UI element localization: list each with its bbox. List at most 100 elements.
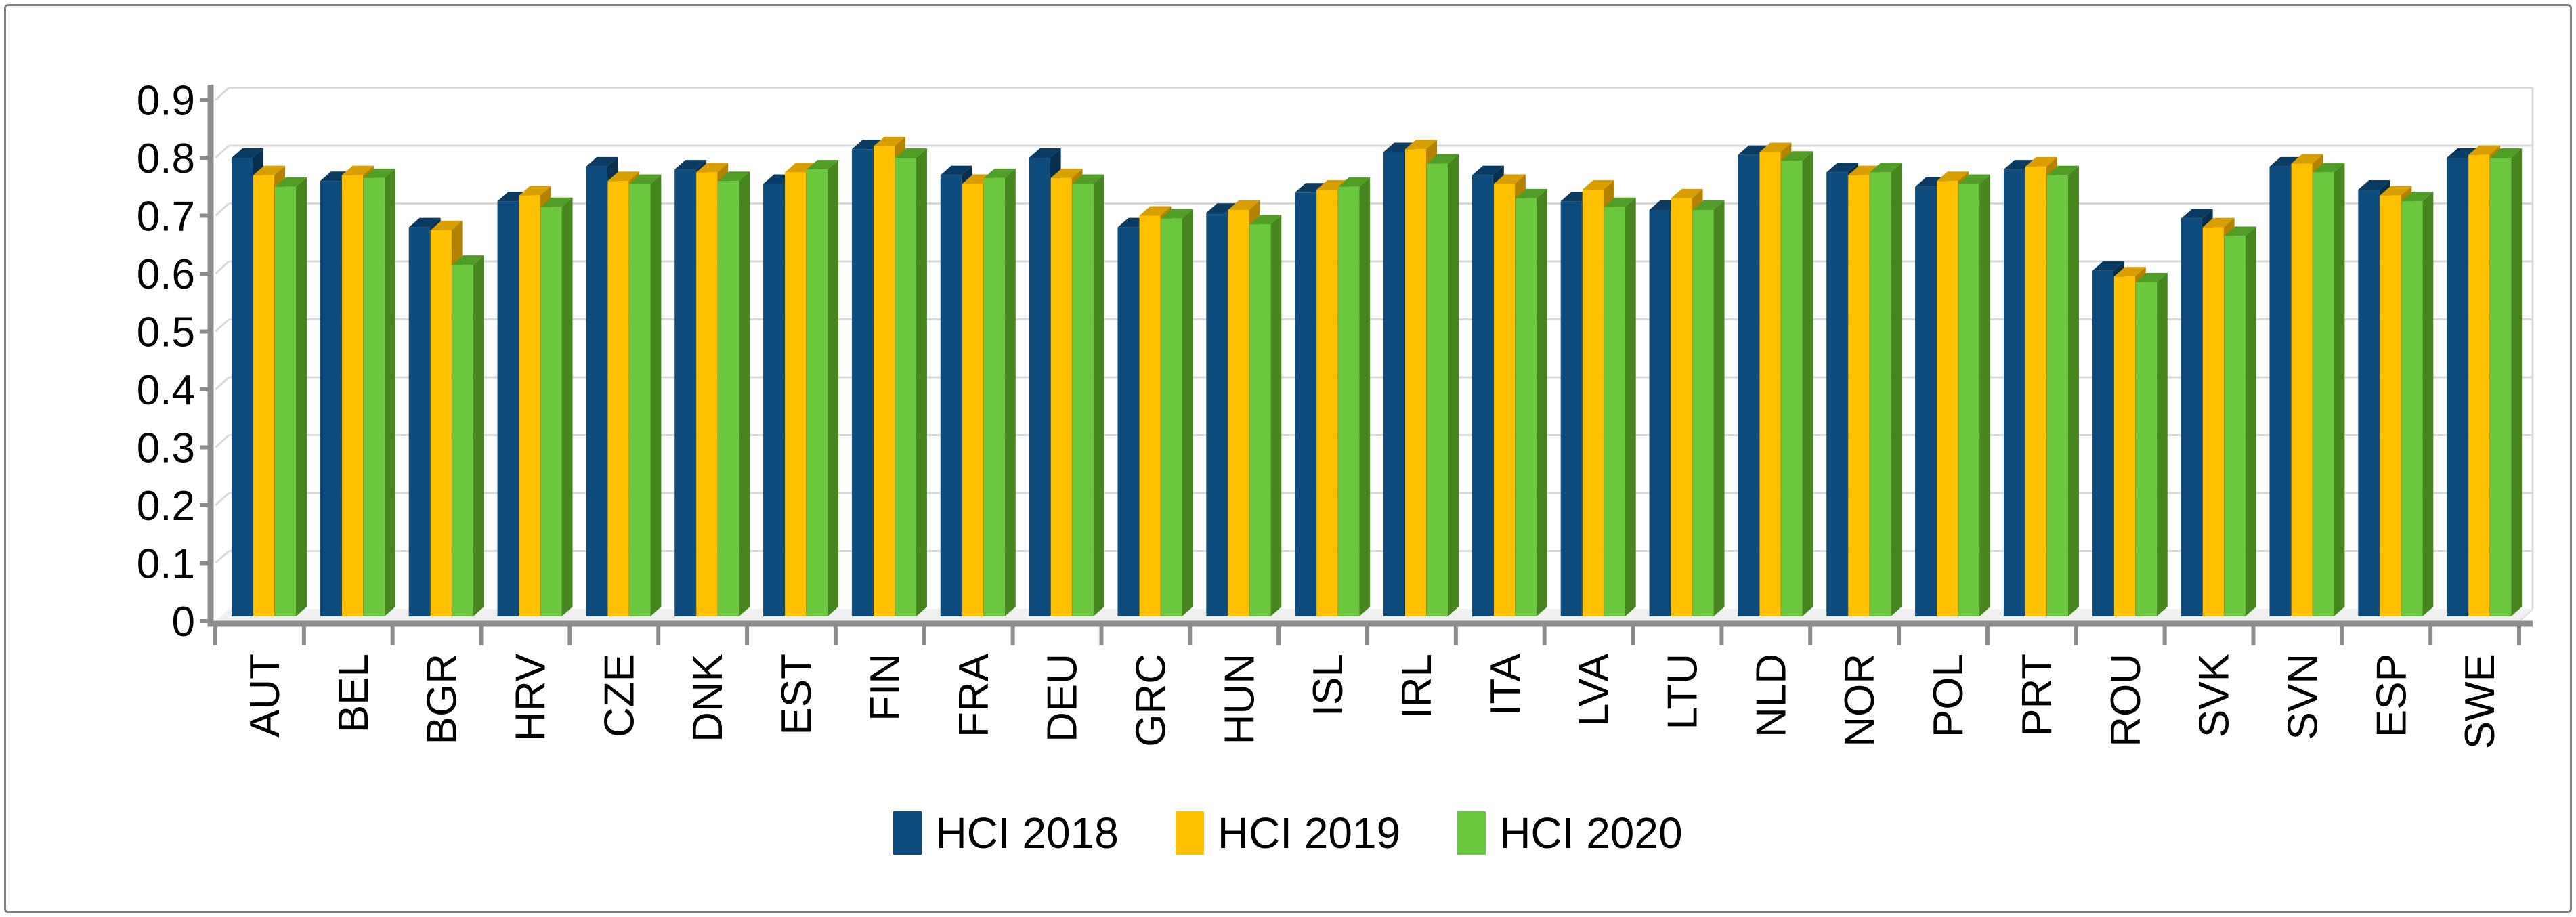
bar-POL-HCI-2020	[1958, 184, 1980, 617]
bar-SWE-HCI-2019	[2468, 154, 2490, 617]
x-category-label-ROU: ROU	[2103, 654, 2149, 747]
bar-top-ITA-2	[1515, 188, 1547, 198]
bar-HRV-HCI-2020	[540, 207, 562, 616]
bar-top-EST-2	[807, 160, 839, 170]
bar-top-POL-1	[1937, 171, 1969, 182]
bar-POL-HCI-2018	[1915, 186, 1937, 616]
bar-side-SVK-2	[2245, 226, 2256, 616]
bar-side-SWE-2	[2511, 148, 2523, 616]
bar-side-PRT-2	[2067, 165, 2079, 616]
bar-SVK-HCI-2018	[2181, 218, 2202, 616]
bar-top-HUN-2	[1249, 215, 1282, 225]
bar-top-BEL-1	[341, 165, 374, 175]
bar-top-SWE-1	[2468, 145, 2501, 155]
bar-HRV-HCI-2019	[519, 195, 540, 616]
bar-top-SWE-0	[2447, 148, 2479, 158]
bar-top-IRL-2	[1427, 154, 1459, 164]
bar-NOR-HCI-2019	[1848, 175, 1870, 616]
bar-top-HUN-1	[1228, 200, 1260, 210]
bar-EST-HCI-2019	[785, 172, 807, 616]
x-category-label-HUN: HUN	[1216, 654, 1263, 744]
x-category-label-EST: EST	[773, 654, 820, 735]
bar-side-ISL-2	[1359, 177, 1371, 616]
bar-AUT-HCI-2018	[232, 158, 253, 616]
bar-top-NOR-2	[1870, 163, 1902, 173]
gridline-connector	[214, 376, 230, 391]
x-category-label-LVA: LVA	[1571, 653, 1618, 727]
bar-FRA-HCI-2018	[940, 175, 962, 616]
bar-top-SWE-2	[2490, 148, 2523, 158]
bar-ISL-HCI-2020	[1338, 186, 1360, 616]
bar-ISL-HCI-2019	[1316, 190, 1338, 616]
bar-SWE-HCI-2018	[2447, 158, 2468, 616]
bar-HUN-HCI-2018	[1206, 213, 1228, 617]
bar-SVN-HCI-2018	[2269, 166, 2291, 616]
bar-side-DEU-2	[1093, 174, 1104, 617]
bar-side-POL-2	[1979, 174, 1991, 617]
bar-LVA-HCI-2019	[1582, 190, 1604, 616]
bar-top-AUT-2	[275, 177, 307, 187]
bar-top-SVN-1	[2291, 154, 2323, 164]
bar-top-IRL-1	[1405, 140, 1437, 150]
bar-top-DEU-1	[1050, 168, 1083, 178]
bar-HUN-HCI-2020	[1249, 224, 1271, 616]
bar-DEU-HCI-2019	[1050, 177, 1072, 616]
bar-top-DNK-0	[674, 160, 707, 170]
bar-GRC-HCI-2020	[1161, 218, 1182, 616]
x-category-label-ISL: ISL	[1305, 654, 1352, 717]
bar-top-POL-2	[1958, 174, 1991, 184]
x-category-label-FIN: FIN	[862, 654, 909, 721]
bar-top-AUT-0	[232, 148, 263, 158]
bar-top-CZE-2	[629, 174, 662, 184]
bar-ROU-HCI-2019	[2113, 276, 2135, 616]
x-category-label-BGR: BGR	[419, 654, 466, 744]
bar-top-ITA-0	[1472, 165, 1504, 175]
bar-top-BGR-0	[408, 217, 441, 228]
bar-side-DNK-2	[739, 171, 750, 616]
bar-GRC-HCI-2019	[1139, 215, 1161, 616]
bar-top-DNK-1	[696, 163, 729, 173]
bar-CZE-HCI-2018	[586, 166, 607, 616]
x-category-label-NOR: NOR	[1837, 654, 1883, 747]
bar-DEU-HCI-2018	[1029, 158, 1050, 616]
bar-side-ITA-2	[1536, 188, 1547, 617]
bar-top-SVN-0	[2269, 156, 2302, 167]
gridline-connector	[214, 318, 230, 333]
bar-BEL-HCI-2018	[320, 181, 341, 616]
bar-side-LVA-2	[1625, 197, 1636, 616]
bar-BGR-HCI-2019	[430, 230, 452, 616]
bar-top-HUN-0	[1206, 203, 1239, 213]
legend-swatch-hci-2019-icon	[1175, 811, 1204, 855]
x-category-label-FRA: FRA	[951, 653, 997, 738]
legend-label-hci-2019: HCI 2019	[1217, 809, 1401, 857]
legend-item-hci-2019: HCI 2019	[1175, 809, 1401, 857]
bar-top-CZE-0	[586, 156, 618, 167]
y-tick-label: 0.9	[137, 78, 195, 125]
bar-BGR-HCI-2020	[452, 265, 473, 616]
bar-top-SVN-2	[2313, 163, 2345, 173]
y-tick-label: 0.1	[137, 541, 195, 588]
bar-BGR-HCI-2018	[408, 227, 430, 617]
y-tick-label: 0.6	[137, 251, 195, 298]
bar-POL-HCI-2019	[1937, 181, 1958, 616]
bar-SWE-HCI-2020	[2490, 158, 2512, 616]
bar-ITA-HCI-2020	[1515, 198, 1537, 617]
bar-DNK-HCI-2019	[696, 172, 718, 616]
bar-FIN-HCI-2019	[873, 146, 895, 616]
bar-top-ITA-1	[1493, 174, 1526, 184]
bar-side-CZE-2	[650, 174, 662, 617]
x-category-label-DEU: DEU	[1039, 654, 1086, 742]
x-category-label-SWE: SWE	[2457, 654, 2504, 749]
bar-top-EST-1	[785, 163, 817, 173]
x-category-label-LTU: LTU	[1660, 654, 1706, 730]
bar-side-LTU-2	[1713, 200, 1725, 616]
gridline-connector	[214, 492, 230, 507]
bar-top-HRV-2	[540, 197, 573, 207]
bar-top-FIN-1	[873, 136, 905, 146]
bar-PRT-HCI-2020	[2046, 175, 2068, 616]
bar-top-FRA-0	[940, 165, 972, 175]
bar-top-FRA-2	[983, 168, 1016, 178]
bar-NLD-HCI-2018	[1738, 154, 1759, 617]
bar-NLD-HCI-2020	[1781, 161, 1803, 616]
